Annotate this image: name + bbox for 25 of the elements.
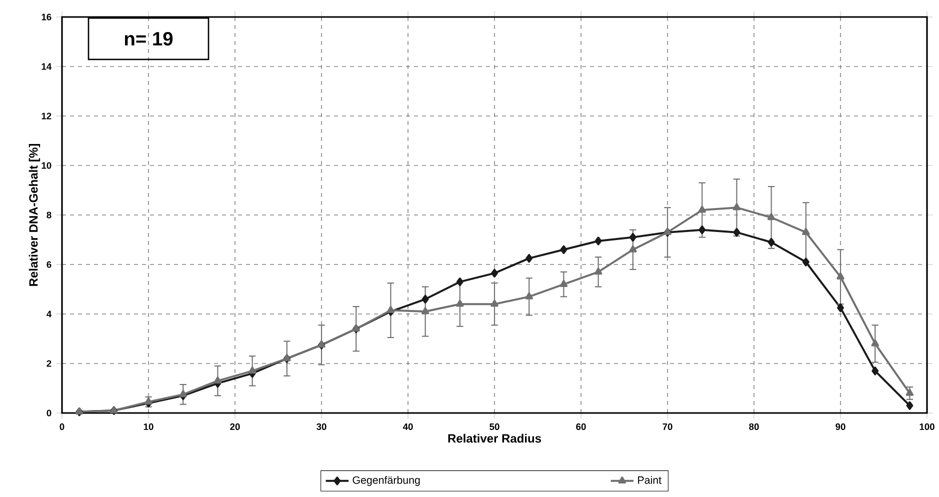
x-tick-label: 70 — [662, 423, 672, 430]
x-axis-title: Relativer Radius — [448, 434, 542, 443]
x-tick-label: 10 — [144, 423, 154, 430]
legend-label: Paint — [638, 476, 662, 484]
x-tick-label: 0 — [60, 423, 64, 430]
y-tick-label: 10 — [42, 162, 52, 169]
annotation: n= 19 — [124, 32, 173, 46]
y-tick-label: 8 — [46, 212, 52, 218]
x-tick-label: 50 — [490, 423, 500, 430]
x-tick-label: 30 — [316, 423, 326, 430]
y-tick-label: 6 — [46, 261, 52, 268]
x-tick-label: 40 — [402, 423, 413, 430]
x-tick-label: 20 — [230, 423, 240, 430]
y-tick-label: 12 — [42, 112, 52, 120]
x-tick-label: 60 — [576, 423, 586, 430]
y-tick-label: 16 — [42, 14, 52, 20]
x-tick-label: 100 — [920, 423, 934, 430]
legend-label: Gegenfärbung — [352, 476, 420, 486]
x-tick-label: 80 — [749, 423, 759, 430]
y-axis-title: Relativer DNA-Gehalt [%] — [28, 144, 40, 286]
y-tick-label: 0 — [46, 410, 52, 416]
x-tick-label: 90 — [836, 423, 846, 430]
y-tick-label: 4 — [46, 310, 52, 318]
y-tick-label: 14 — [42, 63, 52, 70]
y-tick-label: 2 — [46, 360, 52, 367]
